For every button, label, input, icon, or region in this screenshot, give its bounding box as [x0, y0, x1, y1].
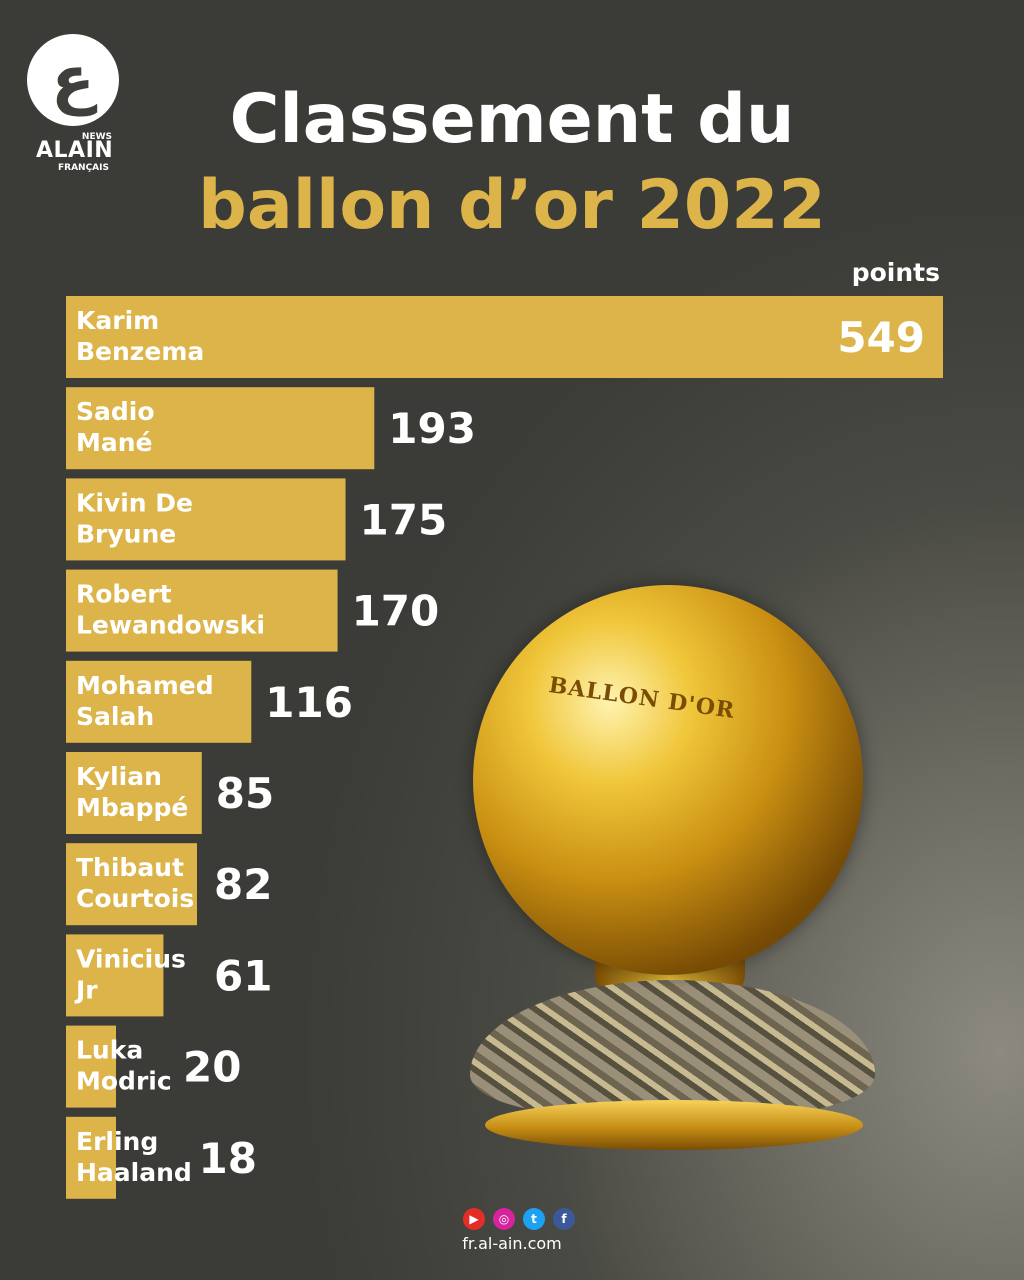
bar-label-4-1: Salah [76, 702, 154, 731]
bar-label-4-0: Mohamed [76, 671, 214, 700]
instagram-icon[interactable]: ◎ [493, 1208, 515, 1230]
bar-5 [66, 752, 202, 834]
bar-label-6-1: Courtois [76, 884, 194, 913]
bar-7 [66, 934, 164, 1017]
bar-label-9-0: Erling [76, 1127, 158, 1156]
bar-label-8-1: Modric [76, 1067, 172, 1096]
bar-label-7-0: Vinicius [76, 944, 186, 973]
bar-label-0-1: Benzema [76, 337, 204, 366]
title-line-2: ballon d’or 2022 [198, 166, 826, 245]
bar-value-6: 82 [214, 860, 272, 909]
bar-label-8-0: Luka [76, 1036, 143, 1065]
trophy-gold-base [485, 1100, 863, 1150]
alain-logo: ع NEWS ALAIN FRANÇAIS [24, 34, 124, 174]
youtube-icon[interactable]: ▶ [463, 1208, 485, 1230]
bar-3 [66, 569, 338, 652]
bar-value-9: 18 [199, 1134, 257, 1183]
bar-label-9-1: Haaland [76, 1158, 192, 1187]
bar-value-7: 61 [214, 951, 272, 1000]
logo-circle [27, 34, 119, 126]
bar-value-0: 549 [837, 313, 925, 362]
logo-news-text: NEWS [81, 132, 112, 142]
bar-8 [66, 1025, 116, 1108]
bar-6 [66, 843, 197, 926]
bar-9 [66, 1116, 116, 1199]
logo-brand-text: ALAIN [36, 138, 114, 163]
bar-0 [66, 296, 943, 378]
bar-label-5-1: Mbappé [76, 793, 188, 822]
bar-label-2-1: Bryune [76, 519, 176, 548]
footer-url[interactable]: fr.al-ain.com [462, 1234, 562, 1253]
bar-value-1: 193 [388, 404, 476, 453]
bar-label-7-1: Jr [74, 975, 98, 1004]
bar-value-3: 170 [352, 587, 440, 636]
bar-label-5-0: Kylian [76, 762, 162, 791]
bar-label-0-0: Karim [76, 306, 159, 335]
bar-label-1-1: Mané [76, 428, 153, 457]
bar-value-5: 85 [216, 769, 274, 818]
trophy-gold-ball: BALLON D'OR [473, 585, 863, 975]
logo-sub-text: FRANÇAIS [58, 163, 109, 173]
bar-1 [66, 387, 375, 470]
bar-label-3-0: Robert [76, 580, 172, 609]
facebook-icon[interactable]: f [553, 1208, 575, 1230]
ballon-dor-trophy: BALLON D'OR [465, 585, 875, 1155]
bar-value-8: 20 [183, 1043, 241, 1092]
bar-label-3-1: Lewandowski [76, 611, 265, 640]
social-icons: ▶ ◎ t f [463, 1208, 578, 1234]
bar-2 [66, 478, 346, 561]
bar-value-4: 116 [265, 678, 353, 727]
bar-label-6-0: Thibaut [76, 853, 184, 882]
bar-label-2-0: Kivin De [76, 488, 193, 517]
bar-value-2: 175 [360, 495, 448, 544]
logo-glyph: ع [51, 43, 95, 117]
title-line-1: Classement du [229, 80, 795, 159]
bar-4 [66, 660, 252, 743]
twitter-icon[interactable]: t [523, 1208, 545, 1230]
units-label: points [851, 258, 940, 287]
bar-label-1-0: Sadio [76, 397, 155, 426]
